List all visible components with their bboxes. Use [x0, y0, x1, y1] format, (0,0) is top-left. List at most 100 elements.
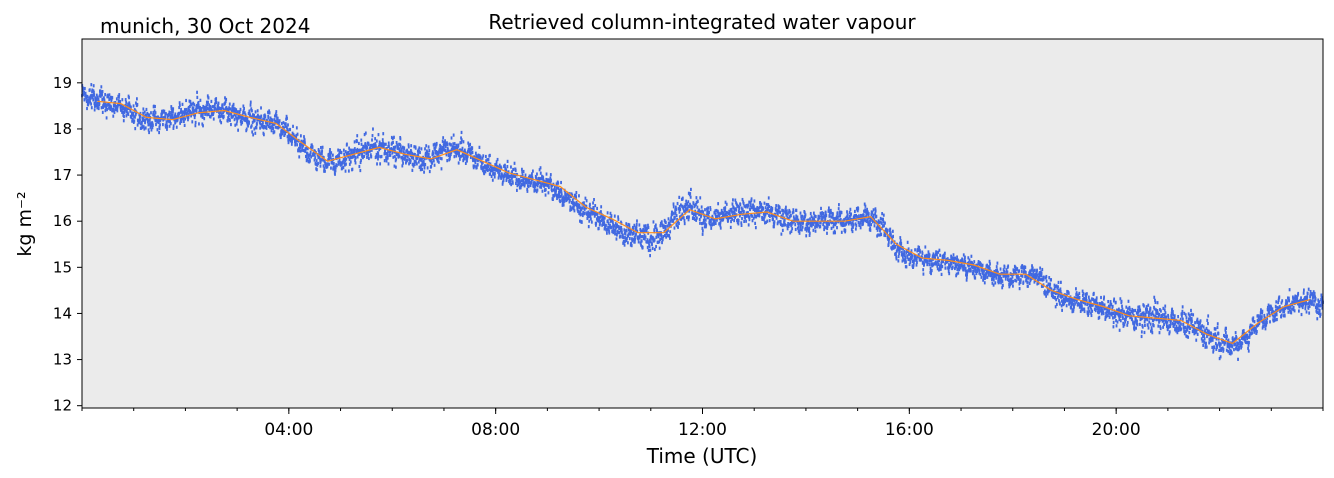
sample-point: [534, 184, 537, 188]
sample-point: [720, 211, 723, 215]
sample-point: [1247, 349, 1250, 353]
sample-point: [417, 148, 420, 152]
sample-point: [332, 161, 335, 166]
sample-point: [723, 206, 726, 211]
sample-point: [1122, 316, 1124, 320]
sample-point: [369, 153, 372, 157]
sample-point: [196, 103, 199, 107]
sample-point: [253, 127, 256, 131]
location-date-label: munich, 30 Oct 2024: [100, 14, 310, 38]
sample-point: [481, 156, 484, 160]
sample-point: [808, 231, 811, 235]
sample-point: [1159, 326, 1162, 331]
sample-point: [1271, 307, 1274, 311]
sample-point: [776, 222, 779, 226]
sample-point: [588, 211, 591, 216]
sample-point: [678, 210, 681, 214]
sample-point: [1049, 282, 1052, 286]
sample-point: [453, 155, 456, 159]
sample-point: [741, 216, 743, 221]
sample-point: [429, 159, 432, 163]
sample-point: [937, 250, 940, 254]
sample-point: [1201, 331, 1203, 335]
sample-point: [378, 145, 380, 149]
sample-point: [1094, 308, 1097, 313]
sample-point: [355, 150, 358, 154]
sample-point: [503, 172, 506, 176]
sample-point: [218, 110, 220, 114]
sample-point: [85, 94, 88, 98]
sample-point: [189, 110, 192, 115]
sample-point: [632, 227, 635, 231]
sample-point: [251, 115, 254, 119]
sample-point: [364, 131, 367, 135]
sample-point: [753, 199, 756, 203]
sample-point: [309, 152, 312, 156]
sample-point: [740, 223, 743, 227]
sample-point: [958, 267, 961, 272]
sample-point: [564, 193, 567, 197]
sample-point: [360, 138, 363, 142]
sample-point: [526, 178, 529, 182]
sample-point: [1223, 340, 1226, 344]
sample-point: [879, 220, 882, 224]
sample-point: [1142, 313, 1145, 317]
sample-point: [824, 216, 827, 220]
sample-point: [610, 215, 613, 219]
sample-point: [1069, 298, 1071, 302]
sample-point: [838, 210, 841, 214]
sample-point: [315, 159, 318, 163]
sample-point: [156, 128, 159, 132]
sample-point: [849, 220, 852, 225]
sample-point: [1024, 270, 1027, 275]
sample-point: [1055, 284, 1058, 288]
sample-point: [628, 228, 630, 232]
sample-point: [270, 118, 273, 122]
sample-point: [632, 238, 635, 242]
sample-point: [701, 232, 704, 236]
sample-point: [442, 147, 445, 152]
sample-point: [618, 230, 621, 235]
sample-point: [484, 154, 487, 159]
sample-point: [481, 167, 484, 171]
sample-point: [142, 107, 145, 111]
sample-point: [818, 215, 821, 219]
sample-point: [635, 232, 637, 236]
sample-point: [607, 228, 610, 232]
sample-point: [984, 275, 987, 280]
sample-point: [486, 168, 489, 172]
sample-point: [461, 146, 464, 150]
sample-point: [833, 222, 835, 226]
sample-point: [322, 156, 325, 160]
sample-point: [1031, 266, 1034, 270]
sample-point: [1052, 295, 1055, 300]
sample-point: [364, 142, 367, 147]
sample-point: [159, 123, 161, 127]
sample-point: [175, 118, 177, 122]
sample-point: [911, 259, 914, 264]
sample-point: [126, 106, 129, 111]
sample-point: [427, 145, 430, 149]
sample-point: [664, 220, 667, 225]
sample-point: [346, 142, 348, 146]
sample-point: [271, 118, 274, 122]
sample-point: [416, 156, 419, 160]
sample-point: [210, 99, 213, 104]
sample-point: [561, 203, 564, 207]
sample-point: [857, 220, 860, 224]
sample-point: [1097, 307, 1100, 311]
sample-point: [555, 189, 557, 193]
sample-point: [1266, 305, 1269, 310]
sample-point: [1190, 308, 1192, 313]
sample-point: [517, 182, 520, 187]
sample-point: [957, 271, 960, 275]
sample-point: [777, 220, 779, 224]
sample-point: [989, 262, 991, 266]
sample-point: [177, 114, 180, 118]
sample-point: [1179, 317, 1182, 321]
sample-point: [1081, 293, 1084, 298]
sample-point: [887, 242, 890, 247]
sample-point: [1210, 338, 1213, 342]
sample-point: [446, 159, 449, 163]
sample-point: [1068, 301, 1071, 305]
